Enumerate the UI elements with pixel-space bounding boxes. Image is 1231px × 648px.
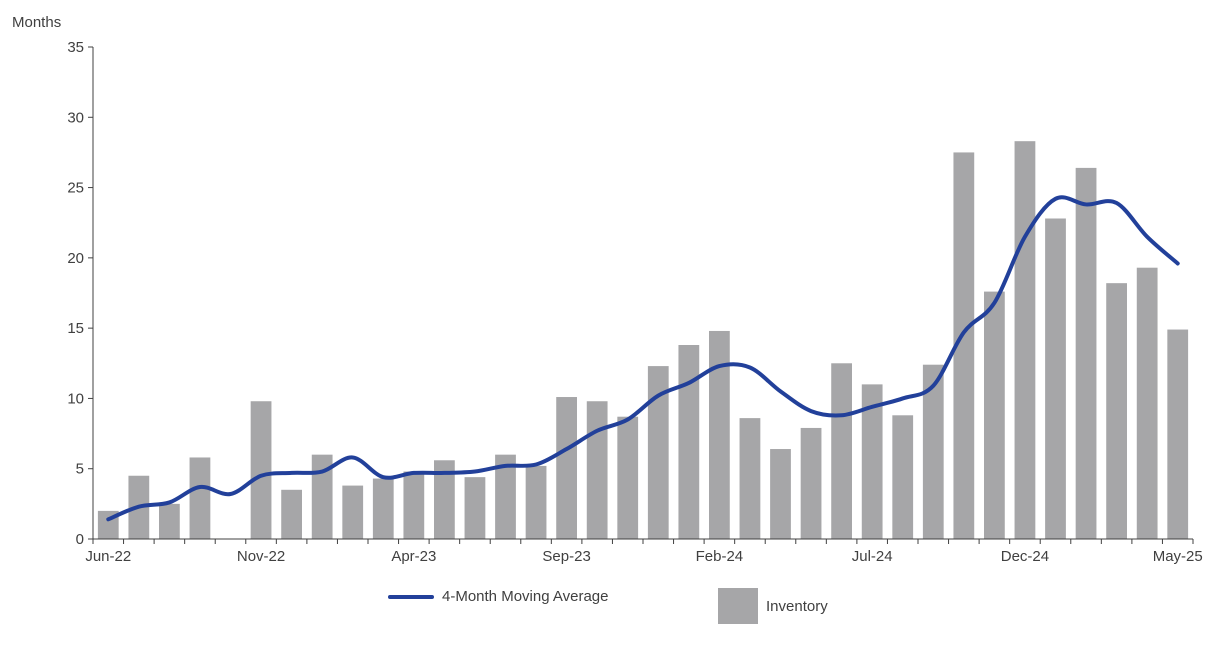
moving-average-group (106, 195, 1180, 522)
bar-feb-25 (1075, 167, 1097, 540)
legend-item-inventory: Inventory (718, 588, 828, 624)
moving-average-line (106, 195, 1180, 522)
bar-apr-24 (770, 449, 791, 539)
y-tick-label: 30 (67, 109, 84, 126)
bar-sep-23 (556, 397, 577, 539)
bar-apr-25 (1136, 267, 1158, 539)
bar-feb-23 (342, 485, 364, 539)
bar-mar-24 (739, 418, 761, 539)
y-axis-label: Months (12, 14, 61, 31)
bar-jan-24 (678, 345, 700, 539)
bars-group (97, 141, 1189, 540)
bar-aug-23 (525, 465, 547, 539)
bar-jan-25 (1045, 218, 1066, 540)
bar-aug-22 (159, 503, 180, 539)
bar-feb-24 (709, 330, 730, 539)
legend-line-swatch (388, 594, 434, 599)
bar-jul-23 (495, 454, 516, 539)
legend-item-moving-average: 4-Month Moving Average (388, 588, 609, 605)
legend-box-swatch (718, 588, 758, 624)
y-tick-label: 5 (76, 461, 84, 478)
x-tick-label: May-25 (1153, 548, 1203, 565)
y-tick-label: 10 (67, 390, 84, 407)
bar-may-25 (1167, 329, 1189, 539)
x-tick-label: Apr-23 (391, 548, 436, 565)
bar-dec-22 (281, 489, 302, 539)
bar-oct-24 (953, 152, 975, 539)
y-tick-label: 35 (67, 39, 84, 56)
axes-group: 0 5 10 15 20 25 30 35 Jun-22 Nov-22 Apr-23 Sep-23 Fe… (67, 39, 1202, 565)
y-tick-label: 20 (67, 250, 84, 267)
x-tick-label: Jul-24 (852, 548, 893, 565)
x-tick-label: Jun-22 (85, 548, 131, 565)
bar-nov-24 (984, 291, 1005, 539)
bar-jun-23 (464, 477, 486, 539)
bar-jun-24 (831, 363, 852, 539)
bar-aug-24 (892, 415, 914, 539)
bar-sep-24 (922, 364, 944, 539)
legend-label-inventory: Inventory (766, 597, 828, 615)
x-tick-label: Dec-24 (1001, 548, 1049, 565)
x-tick-label: Feb-24 (696, 548, 744, 565)
y-tick-label: 15 (67, 320, 84, 337)
bar-dec-24 (1014, 141, 1036, 539)
x-tick-label: Nov-22 (237, 548, 285, 565)
bar-sep-22 (189, 457, 211, 539)
bar-mar-25 (1106, 283, 1127, 539)
y-tick-label: 25 (67, 180, 84, 197)
bar-dec-23 (647, 366, 669, 539)
y-tick-label: 0 (76, 531, 84, 548)
bar-mar-23 (372, 478, 394, 539)
x-tick-label: Sep-23 (542, 548, 590, 565)
bar-apr-23 (403, 471, 425, 539)
bar-may-23 (434, 460, 455, 539)
bar-nov-23 (617, 416, 639, 539)
legend-label-moving-average: 4-Month Moving Average (442, 588, 609, 605)
bar-may-24 (800, 427, 822, 539)
bar-oct-23 (586, 401, 608, 539)
bar-nov-22 (250, 401, 272, 539)
bar-jul-24 (861, 384, 883, 539)
bar-jan-23 (311, 454, 333, 539)
legend: 4-Month Moving Average Inventory (0, 588, 1231, 628)
